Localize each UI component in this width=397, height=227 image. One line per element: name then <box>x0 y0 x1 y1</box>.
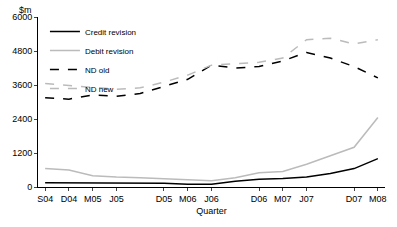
svg-text:Debit revision: Debit revision <box>85 47 133 56</box>
svg-text:J06: J06 <box>204 194 219 204</box>
svg-text:D05: D05 <box>156 194 173 204</box>
svg-text:M05: M05 <box>84 194 102 204</box>
svg-text:D06: D06 <box>251 194 268 204</box>
svg-text:M07: M07 <box>274 194 292 204</box>
svg-text:0: 0 <box>27 182 32 192</box>
svg-text:2400: 2400 <box>12 114 32 124</box>
svg-text:1200: 1200 <box>12 148 32 158</box>
svg-text:S04: S04 <box>37 194 53 204</box>
svg-text:M06: M06 <box>179 194 197 204</box>
svg-text:Quarter: Quarter <box>196 206 227 216</box>
svg-text:J07: J07 <box>299 194 314 204</box>
svg-text:ND new: ND new <box>85 85 114 94</box>
svg-text:$m: $m <box>19 5 32 15</box>
svg-text:3600: 3600 <box>12 80 32 90</box>
svg-text:Credit revision: Credit revision <box>85 28 136 37</box>
svg-text:M08: M08 <box>369 194 387 204</box>
svg-text:J05: J05 <box>109 194 124 204</box>
svg-text:D04: D04 <box>61 194 78 204</box>
svg-text:4800: 4800 <box>12 46 32 56</box>
svg-text:6000: 6000 <box>12 12 32 22</box>
svg-text:ND old: ND old <box>85 66 109 75</box>
svg-text:D07: D07 <box>346 194 363 204</box>
